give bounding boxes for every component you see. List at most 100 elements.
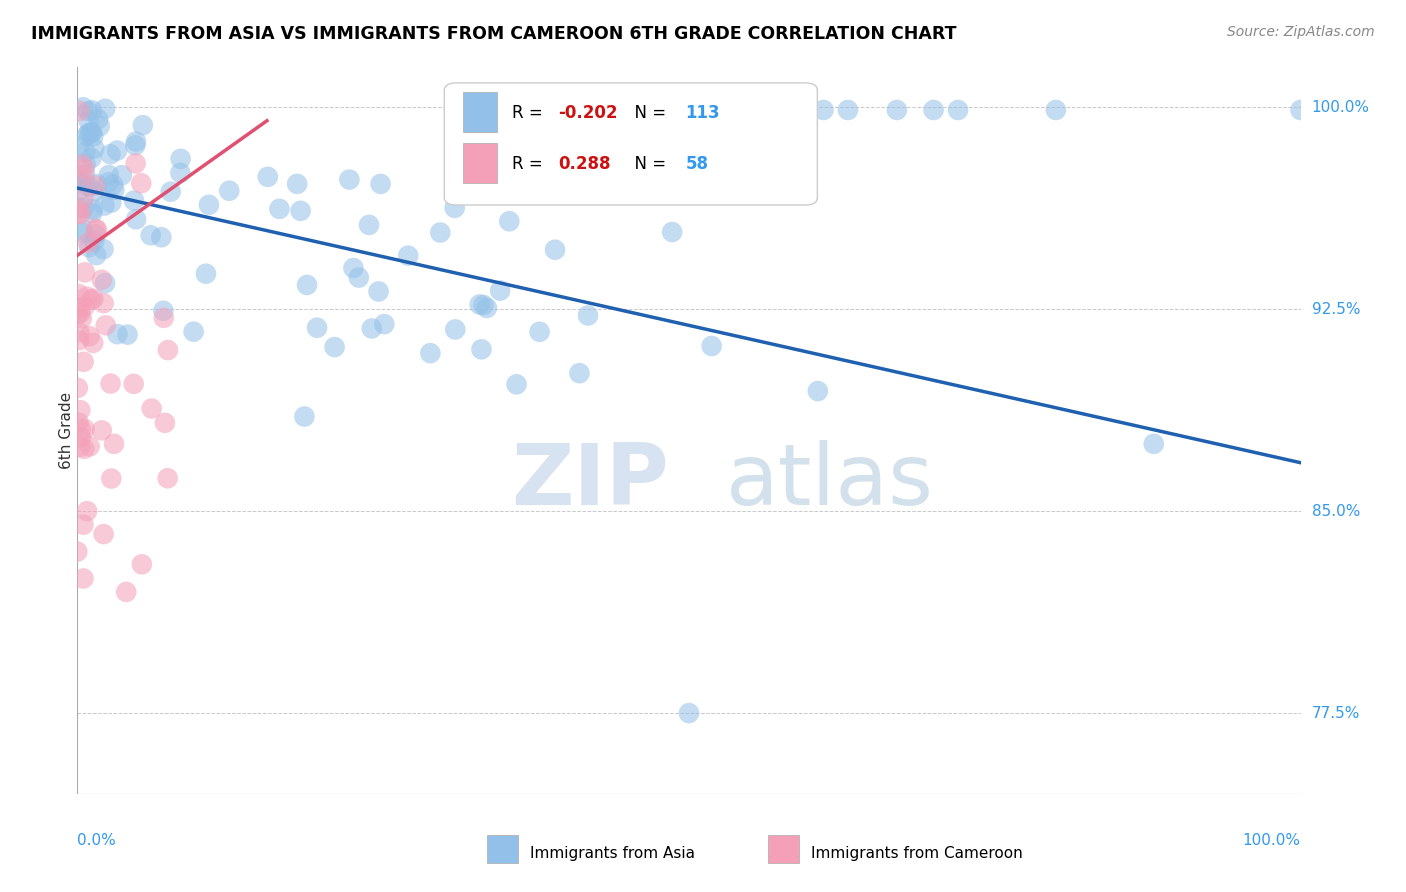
Text: 100.0%: 100.0% [1312,100,1369,115]
Point [84,248,107,262]
Point [94,102,117,116]
Point [360,321,382,335]
Text: 113: 113 [685,103,720,121]
Point [107,327,129,342]
Text: R =: R = [512,103,547,121]
Point [75,145,97,159]
Point [90,273,112,287]
Point [117,327,139,342]
FancyBboxPatch shape [486,835,517,863]
Point [69,103,91,118]
Point [67,287,90,301]
FancyBboxPatch shape [769,835,799,863]
Point [1143,437,1166,451]
Point [468,297,491,311]
Point [72,517,94,532]
Point [84,222,107,236]
Text: 0.288: 0.288 [558,154,610,172]
Point [125,135,148,149]
Point [82,202,104,217]
Point [105,144,128,158]
Point [93,198,115,212]
Point [529,325,551,339]
Text: N =: N = [624,103,672,121]
Point [72,355,94,369]
Point [152,310,174,325]
Point [323,340,346,354]
Point [90,423,112,437]
Point [125,212,148,227]
Point [489,284,512,298]
Text: Source: ZipAtlas.com: Source: ZipAtlas.com [1227,25,1375,39]
Point [183,325,205,339]
Text: 58: 58 [685,154,709,172]
Point [153,416,176,430]
Point [129,176,152,190]
FancyBboxPatch shape [463,93,496,132]
Point [82,335,104,350]
Point [678,706,700,720]
Point [156,471,179,485]
Point [73,168,96,182]
Point [1045,103,1067,117]
Point [86,178,108,192]
Point [419,346,441,360]
Point [443,201,465,215]
Point [807,384,830,398]
Point [66,176,89,190]
Point [141,401,163,416]
Point [544,243,567,257]
Point [103,437,125,451]
Point [337,172,360,186]
Point [67,184,90,198]
Text: IMMIGRANTS FROM ASIA VS IMMIGRANTS FROM CAMEROON 6TH GRADE CORRELATION CHART: IMMIGRANTS FROM ASIA VS IMMIGRANTS FROM … [31,25,956,43]
Point [67,201,90,215]
Point [73,422,96,436]
Point [83,185,105,199]
Point [373,317,395,331]
Point [886,103,908,117]
Point [80,293,103,307]
Point [370,177,392,191]
Point [367,285,389,299]
Point [159,185,181,199]
Point [1289,103,1312,117]
Point [152,303,174,318]
Point [77,114,100,128]
Point [100,376,122,391]
Point [70,169,93,183]
Point [83,234,105,248]
Text: 77.5%: 77.5% [1312,706,1360,721]
Point [80,126,103,140]
Point [513,164,536,178]
Point [100,147,122,161]
Text: R =: R = [512,154,547,172]
Point [94,318,117,333]
Point [396,249,419,263]
Point [77,179,100,194]
Text: 100.0%: 100.0% [1243,833,1301,847]
Text: 0.0%: 0.0% [77,833,117,847]
Point [66,381,89,395]
Point [73,442,96,456]
Point [444,322,467,336]
Point [69,403,91,417]
Point [429,226,451,240]
Text: ZIP: ZIP [512,440,669,523]
Point [69,207,91,221]
Point [82,129,104,144]
Point [103,183,125,197]
Point [256,169,278,184]
Point [100,195,122,210]
Point [77,240,100,254]
Point [294,409,316,424]
Point [475,301,498,315]
Point [946,103,969,117]
Point [73,201,96,215]
Point [93,296,115,310]
Point [76,128,98,143]
Text: 92.5%: 92.5% [1312,301,1360,317]
Point [77,235,100,250]
Text: Immigrants from Asia: Immigrants from Asia [530,846,695,861]
Point [97,168,120,182]
